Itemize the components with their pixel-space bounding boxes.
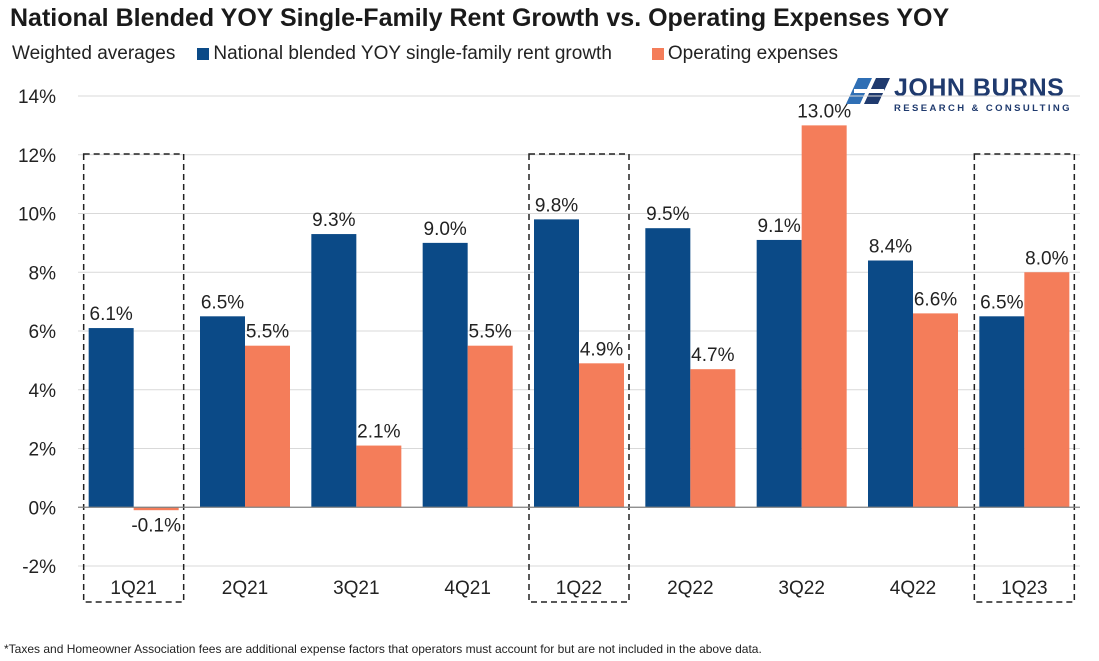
y-tick-label: 4%: [29, 381, 57, 402]
data-label: 2.1%: [357, 422, 400, 443]
data-label: 5.5%: [246, 322, 289, 343]
y-tick-label: 14%: [18, 87, 56, 108]
bar: [200, 316, 245, 508]
x-tick-label: 1Q22: [556, 578, 602, 599]
data-label: 9.3%: [312, 210, 355, 231]
bar: [88, 328, 134, 508]
chart-title: National Blended YOY Single-Family Rent …: [10, 4, 950, 32]
y-tick-label: 12%: [18, 146, 56, 167]
x-tick-label: 3Q22: [778, 578, 824, 599]
logo-tagline: RESEARCH & CONSULTING: [894, 103, 1072, 114]
bar: [245, 345, 290, 508]
data-label: 5.5%: [469, 322, 512, 343]
data-label: 13.0%: [797, 101, 851, 122]
y-tick-label: 6%: [29, 322, 57, 343]
x-tick-label: 4Q21: [444, 578, 490, 599]
chart-plot: -2% 0% 2% 4% 6% 8% 10% 12% 14% 6.1% 6.5% 9.3% 9.0% 9.…: [18, 87, 1080, 603]
footnote: *Taxes and Homeowner Association fees ar…: [4, 642, 762, 656]
bar: [756, 239, 802, 508]
bar: [979, 316, 1025, 508]
data-label: 8.4%: [869, 237, 912, 258]
data-label: 6.5%: [980, 292, 1023, 313]
data-label: 4.7%: [691, 345, 734, 366]
legend-item-rent: National blended YOY single-family rent …: [197, 43, 612, 65]
legend-swatch-rent: [197, 48, 210, 60]
logo-mark-icon: [846, 78, 890, 104]
bar: [356, 445, 402, 508]
data-label: 6.1%: [90, 304, 133, 325]
highlight-box: [973, 153, 1076, 603]
bar: [579, 363, 624, 508]
x-tick-label: 1Q23: [1001, 578, 1047, 599]
data-label: 9.1%: [758, 216, 801, 237]
bar: [534, 219, 579, 508]
bar: [868, 260, 913, 508]
legend-item-opex: Operating expenses: [651, 43, 838, 65]
data-label: -0.1%: [131, 515, 181, 536]
john-burns-logo: JOHN BURNS RESEARCH & CONSULTING: [846, 74, 1086, 116]
data-label: 9.8%: [535, 195, 578, 216]
highlight-box: [82, 153, 185, 603]
bar: [467, 345, 513, 508]
x-tick-label: 2Q22: [667, 578, 713, 599]
data-label: 6.6%: [914, 289, 957, 310]
bar: [645, 228, 691, 508]
x-tick-label: 1Q21: [110, 578, 156, 599]
bar: [801, 125, 847, 508]
bar: [913, 313, 958, 508]
chart-subtitle: Weighted averages: [12, 43, 176, 64]
data-label: 9.5%: [646, 204, 689, 225]
y-tick-label: 2%: [29, 440, 57, 461]
data-label: 9.0%: [424, 219, 467, 240]
bar: [1024, 272, 1070, 508]
bar: [133, 507, 179, 511]
data-label: 4.9%: [580, 339, 623, 360]
highlight-box: [528, 153, 630, 603]
legend-swatch-opex: [651, 48, 664, 60]
bar: [311, 234, 357, 508]
y-tick-label: 8%: [29, 263, 57, 284]
bar: [690, 369, 736, 508]
legend-label-rent: National blended YOY single-family rent …: [213, 43, 612, 64]
x-tick-label: 2Q21: [222, 578, 268, 599]
legend: Weighted averages National blended YOY s…: [12, 42, 878, 66]
y-tick-label: 0%: [29, 498, 57, 519]
x-tick-label: 4Q22: [890, 578, 936, 599]
logo-brand: JOHN BURNS: [894, 74, 1065, 102]
bar: [422, 242, 468, 508]
data-label: 6.5%: [201, 292, 244, 313]
y-tick-label: 10%: [18, 205, 56, 226]
x-tick-label: 3Q21: [333, 578, 379, 599]
legend-label-opex: Operating expenses: [667, 43, 838, 64]
y-tick-label: -2%: [22, 557, 56, 578]
data-label: 8.0%: [1025, 248, 1068, 269]
